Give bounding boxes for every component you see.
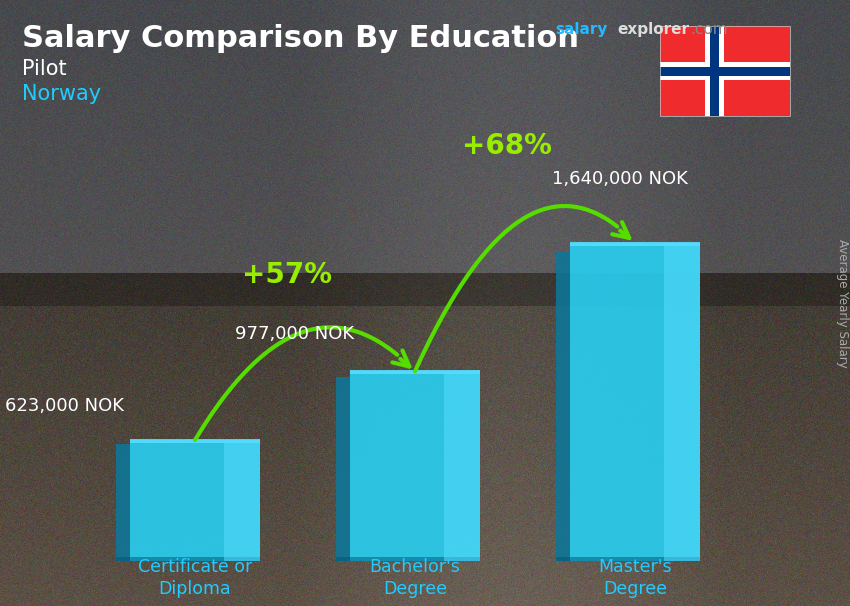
Bar xyxy=(556,252,570,561)
Text: Pilot: Pilot xyxy=(22,59,66,79)
Bar xyxy=(130,439,260,443)
Text: .com: .com xyxy=(690,22,728,37)
Text: salary: salary xyxy=(555,22,608,37)
Text: explorer: explorer xyxy=(617,22,689,37)
Bar xyxy=(660,26,790,116)
Bar xyxy=(116,444,130,561)
Text: +57%: +57% xyxy=(242,261,332,289)
Bar xyxy=(0,0,850,306)
Bar xyxy=(556,557,700,561)
Bar xyxy=(570,242,700,245)
Text: Average Yearly Salary: Average Yearly Salary xyxy=(836,239,849,367)
Bar xyxy=(660,26,790,116)
Bar xyxy=(224,440,260,561)
Text: Norway: Norway xyxy=(22,84,101,104)
Bar xyxy=(116,557,260,561)
Bar xyxy=(660,62,790,80)
Bar xyxy=(350,370,480,375)
Bar xyxy=(444,371,480,561)
Text: +68%: +68% xyxy=(462,132,552,160)
Bar xyxy=(664,242,700,561)
Bar xyxy=(570,242,700,561)
Text: Bachelor's
Degree: Bachelor's Degree xyxy=(370,558,461,598)
Bar xyxy=(130,440,260,561)
Bar xyxy=(336,557,480,561)
Bar xyxy=(710,26,719,116)
Bar xyxy=(660,67,790,76)
Text: 1,640,000 NOK: 1,640,000 NOK xyxy=(552,170,688,188)
Text: 977,000 NOK: 977,000 NOK xyxy=(235,325,354,344)
Bar xyxy=(336,377,350,561)
Text: Master's
Degree: Master's Degree xyxy=(598,558,672,598)
Bar xyxy=(350,371,480,561)
Text: 623,000 NOK: 623,000 NOK xyxy=(5,397,124,415)
Text: Salary Comparison By Education: Salary Comparison By Education xyxy=(22,24,579,53)
Text: Certificate or
Diploma: Certificate or Diploma xyxy=(138,558,252,598)
Bar xyxy=(706,26,723,116)
